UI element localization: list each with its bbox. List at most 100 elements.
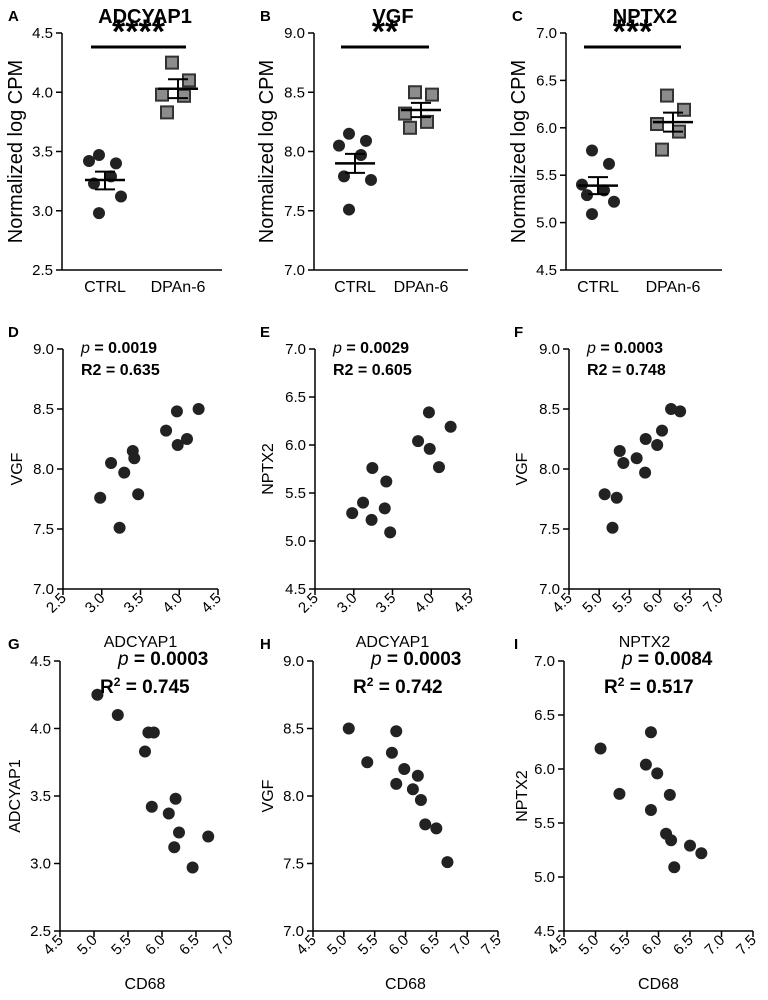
- x-tick-label: 6.0: [386, 932, 413, 959]
- x-axis-label: ADCYAP1: [104, 634, 178, 651]
- y-tick-label: 5.5: [285, 485, 306, 502]
- y-axis-label: Normalized log CPM: [5, 60, 27, 243]
- r2-symbol: R2: [587, 362, 608, 379]
- y-tick-label: 8.0: [284, 144, 305, 161]
- data-point: [398, 763, 411, 775]
- panel-label: G: [8, 636, 20, 653]
- y-tick-label: 6.5: [285, 389, 306, 406]
- data-point: [177, 88, 191, 103]
- y-tick-label: 6.0: [534, 761, 555, 778]
- x-tick-label: 7.0: [210, 932, 237, 959]
- data-point: [365, 173, 377, 186]
- data-point: [586, 208, 598, 221]
- x-tick-label: 5.5: [609, 590, 636, 617]
- r2-value-text: = 0.748: [607, 362, 665, 379]
- data-point: [390, 725, 403, 738]
- x-tick-label: 3.5: [121, 590, 148, 617]
- y-axis-label: VGF: [9, 452, 26, 485]
- panel-label: A: [8, 8, 19, 25]
- data-point: [169, 792, 182, 805]
- data-point: [173, 826, 185, 839]
- data-point: [160, 105, 174, 120]
- panel-label: F: [514, 324, 523, 341]
- x-tick-label: 6.5: [670, 932, 697, 959]
- x-tick-label: 4.0: [411, 590, 438, 617]
- x-tick-label: 6.0: [640, 590, 667, 617]
- data-point: [651, 767, 664, 780]
- p-symbol: p: [370, 649, 382, 670]
- x-tick-label: 7.0: [702, 932, 729, 959]
- r-squared: R2 = 0.517: [604, 675, 694, 698]
- r2-value-text: = 0.517: [624, 677, 693, 698]
- y-axis-label: NPTX2: [260, 443, 277, 495]
- r2-superscript: 2: [618, 675, 625, 689]
- y-tick-label: 4.0: [30, 721, 51, 738]
- data-point: [665, 834, 678, 847]
- r2-symbol: R2: [333, 362, 354, 379]
- panel-label: E: [260, 324, 270, 341]
- y-axis-label: Normalized log CPM: [256, 60, 278, 243]
- y-tick-label: 7.0: [285, 341, 306, 358]
- data-point: [406, 783, 419, 796]
- y-tick-label: 6.0: [536, 120, 557, 137]
- y-tick-label: 8.0: [539, 461, 560, 478]
- y-tick-label: 7.5: [283, 856, 304, 873]
- y-axis-label: Normalized log CPM: [508, 60, 530, 243]
- y-tick-label: 7.0: [283, 923, 304, 940]
- x-tick-label: 6.5: [416, 932, 443, 959]
- chart-title: NPTX2: [613, 6, 677, 28]
- r2-value-text: = 0.745: [120, 677, 190, 698]
- data-point: [357, 496, 370, 509]
- x-tick-label: 6.0: [142, 932, 169, 959]
- panel-label: D: [8, 324, 19, 341]
- data-point: [171, 439, 184, 451]
- data-point: [342, 722, 355, 735]
- y-tick-label: 5.0: [536, 215, 557, 232]
- data-point: [115, 190, 127, 203]
- p-symbol: p: [332, 340, 342, 357]
- x-tick-label: 5.0: [324, 932, 351, 959]
- p-value: p = 0.0003: [117, 649, 208, 670]
- data-point: [617, 457, 630, 469]
- y-tick-label: 3.5: [32, 144, 53, 161]
- data-point: [380, 475, 393, 488]
- x-category-label: DPAn-6: [151, 279, 206, 296]
- x-tick-label: 6.5: [176, 932, 203, 959]
- data-point: [360, 134, 372, 147]
- y-tick-label: 8.5: [283, 721, 304, 738]
- data-point: [110, 157, 122, 170]
- p-value-text: = 0.0029: [342, 340, 409, 357]
- y-tick-label: 7.0: [536, 25, 557, 42]
- data-point: [677, 102, 691, 117]
- p-value-text: = 0.0019: [90, 340, 157, 357]
- x-axis-label: ADCYAP1: [356, 634, 430, 651]
- data-point: [655, 142, 669, 157]
- data-point: [192, 403, 205, 415]
- y-tick-label: 6.0: [285, 437, 306, 454]
- data-point: [343, 127, 355, 140]
- data-point: [663, 788, 676, 801]
- data-point: [639, 466, 652, 479]
- p-value-text: = 0.0003: [596, 340, 663, 357]
- r-squared: R2 = 0.635: [81, 362, 160, 379]
- y-tick-label: 7.5: [33, 521, 54, 538]
- p-value-text: = 0.0003: [382, 649, 462, 670]
- r2-symbol: R2: [81, 362, 102, 379]
- x-category-label: CTRL: [577, 279, 619, 296]
- y-tick-label: 3.0: [30, 856, 51, 873]
- data-point: [695, 847, 708, 860]
- x-tick-label: 7.0: [447, 932, 474, 959]
- y-tick-label: 7.0: [284, 262, 305, 279]
- data-point: [444, 420, 457, 433]
- p-symbol: p: [117, 649, 129, 670]
- data-point: [414, 794, 427, 807]
- data-point: [639, 433, 652, 445]
- data-point: [182, 73, 196, 88]
- data-point: [650, 117, 664, 132]
- x-category-label: CTRL: [334, 279, 376, 296]
- data-point: [644, 804, 657, 817]
- data-point: [403, 120, 417, 135]
- significance-stars: **: [372, 13, 399, 51]
